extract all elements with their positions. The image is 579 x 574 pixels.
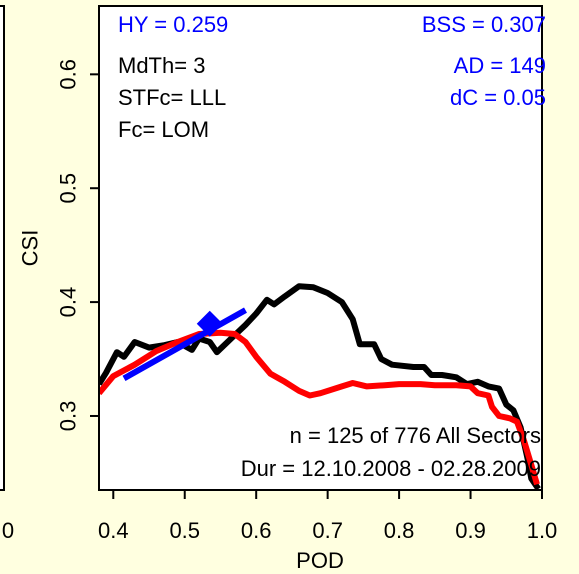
annot-bss: BSS = 0.307 [422,12,546,37]
annot-ad: AD = 149 [454,53,546,78]
diamond-marker [196,310,223,337]
annot-mdth: MdTh= 3 [118,53,205,78]
x-tick-label: 0.5 [169,518,200,543]
y-tick-label: 0.6 [56,59,81,90]
annot-duration: Dur = 12.10.2008 - 02.28.2009 [241,456,541,481]
y-tick-label: 0.5 [56,173,81,204]
x-tick-label: 0.8 [384,518,415,543]
x-tick-label: 1.0 [527,518,558,543]
annot-dc: dC = 0.05 [450,85,546,110]
left-panel-edge [0,5,5,491]
x-tick-label: 0.6 [241,518,272,543]
annotations-top-left: HY = 0.259 MdTh= 3 STFc= LLL Fc= LOM [118,12,228,142]
x-tick-label: 0.4 [98,518,129,543]
annot-fc: Fc= LOM [118,117,209,142]
annot-hy: HY = 0.259 [118,12,228,37]
y-tick-label: 0.3 [56,401,81,432]
series-layer [100,283,541,489]
plot-area [98,5,543,491]
y-tick-label: 0.4 [56,287,81,318]
x-axis: 0.4 0.5 0.6 0.7 0.8 0.9 1.0 [98,490,557,543]
y-axis-title: CSI [18,230,43,267]
x-axis-title: POD [296,548,344,573]
left-edge-tick-label: 0 [2,518,14,543]
x-tick-label: 0.9 [455,518,486,543]
x-tick-label: 0.7 [312,518,343,543]
annotations-top-right: BSS = 0.307 AD = 149 dC = 0.05 [422,12,546,110]
annotations-bottom: n = 125 of 776 All Sectors Dur = 12.10.2… [241,423,541,481]
y-axis: 0.3 0.4 0.5 0.6 [56,59,99,432]
annot-n: n = 125 of 776 All Sectors [290,423,541,448]
series-line-2 [122,307,247,382]
annot-stfc: STFc= LLL [118,85,226,110]
